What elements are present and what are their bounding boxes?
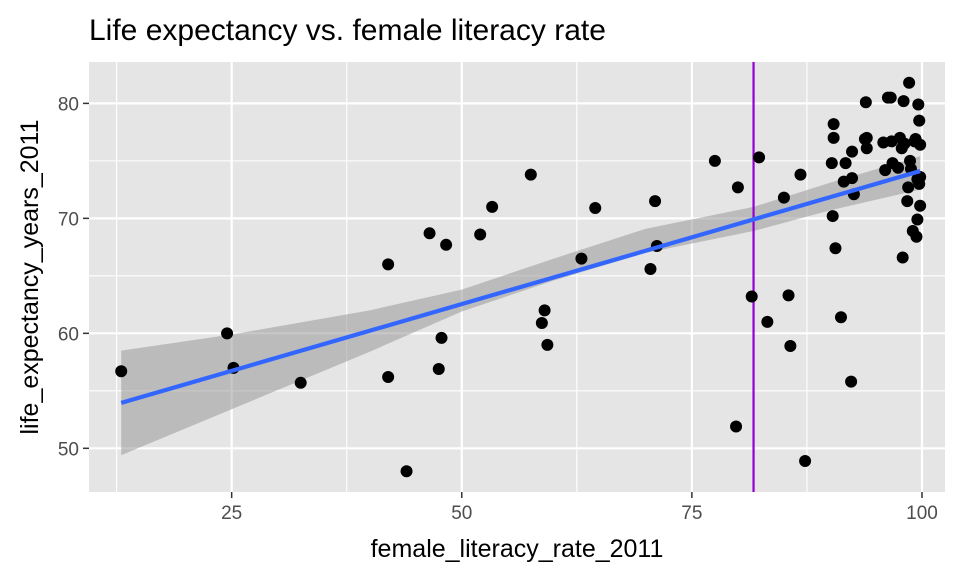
- data-point: [892, 161, 905, 174]
- data-point: [524, 168, 537, 181]
- data-point: [432, 362, 445, 375]
- data-point: [575, 252, 588, 265]
- data-point: [902, 181, 915, 194]
- data-point: [382, 371, 395, 384]
- data-point: [897, 95, 910, 108]
- data-point: [784, 339, 797, 352]
- data-point: [839, 157, 852, 170]
- data-point: [914, 199, 927, 212]
- data-point: [115, 365, 128, 378]
- data-point: [910, 230, 923, 243]
- x-tick-label: 50: [451, 503, 472, 524]
- data-point: [834, 311, 847, 324]
- data-point: [486, 200, 499, 213]
- data-point: [845, 375, 858, 388]
- data-point: [903, 76, 916, 89]
- data-point: [423, 227, 436, 240]
- y-tick-label: 80: [58, 94, 79, 115]
- data-point: [896, 251, 909, 264]
- regression-line: [120, 169, 921, 405]
- data-point: [541, 338, 554, 351]
- data-point: [435, 331, 448, 344]
- data-point: [731, 181, 744, 194]
- x-tick-label: 75: [681, 503, 702, 524]
- data-point: [221, 327, 234, 340]
- data-point: [400, 465, 413, 478]
- data-point: [708, 154, 721, 167]
- data-point: [440, 238, 453, 251]
- grid-lines: [89, 62, 945, 492]
- y-axis-title: life_expectancy_years_2011: [16, 119, 44, 434]
- data-point: [912, 98, 925, 111]
- data-point: [644, 262, 657, 275]
- data-point: [294, 376, 307, 389]
- chart-title: Life expectancy vs. female literacy rate: [89, 14, 606, 47]
- data-point: [730, 420, 743, 433]
- data-point: [589, 202, 602, 215]
- x-axis-title: female_literacy_rate_2011: [371, 535, 664, 563]
- data-point: [846, 145, 859, 158]
- y-axis-ticks: 50 60 70 80: [58, 94, 89, 460]
- data-point: [538, 304, 551, 317]
- data-point: [474, 228, 487, 241]
- data-point: [535, 316, 548, 329]
- data-point: [846, 172, 859, 185]
- data-point: [898, 137, 911, 150]
- data-point: [777, 191, 790, 204]
- fit-line-layer: [120, 169, 921, 405]
- data-point: [827, 131, 840, 144]
- data-point: [753, 151, 766, 164]
- x-axis-ticks: 25 50 75 100: [221, 492, 938, 524]
- data-point: [827, 118, 840, 131]
- data-point: [761, 315, 774, 328]
- y-tick-label: 70: [58, 209, 79, 230]
- data-point: [782, 289, 795, 302]
- y-tick-label: 60: [58, 324, 79, 345]
- data-point: [825, 157, 838, 170]
- x-tick-label: 100: [906, 503, 938, 524]
- data-point: [860, 142, 873, 155]
- data-point: [829, 242, 842, 255]
- data-point: [799, 454, 812, 467]
- data-point: [911, 213, 924, 226]
- data-point: [649, 195, 662, 208]
- data-point: [859, 96, 872, 109]
- data-point: [913, 114, 926, 127]
- y-tick-label: 50: [58, 439, 79, 460]
- data-point: [901, 195, 914, 208]
- data-point: [826, 210, 839, 223]
- data-points: [115, 76, 927, 478]
- x-tick-label: 25: [221, 503, 242, 524]
- data-point: [860, 131, 873, 144]
- data-point: [914, 138, 927, 151]
- data-point: [745, 290, 758, 303]
- data-point: [884, 91, 897, 104]
- data-point: [382, 258, 395, 271]
- data-point: [794, 168, 807, 181]
